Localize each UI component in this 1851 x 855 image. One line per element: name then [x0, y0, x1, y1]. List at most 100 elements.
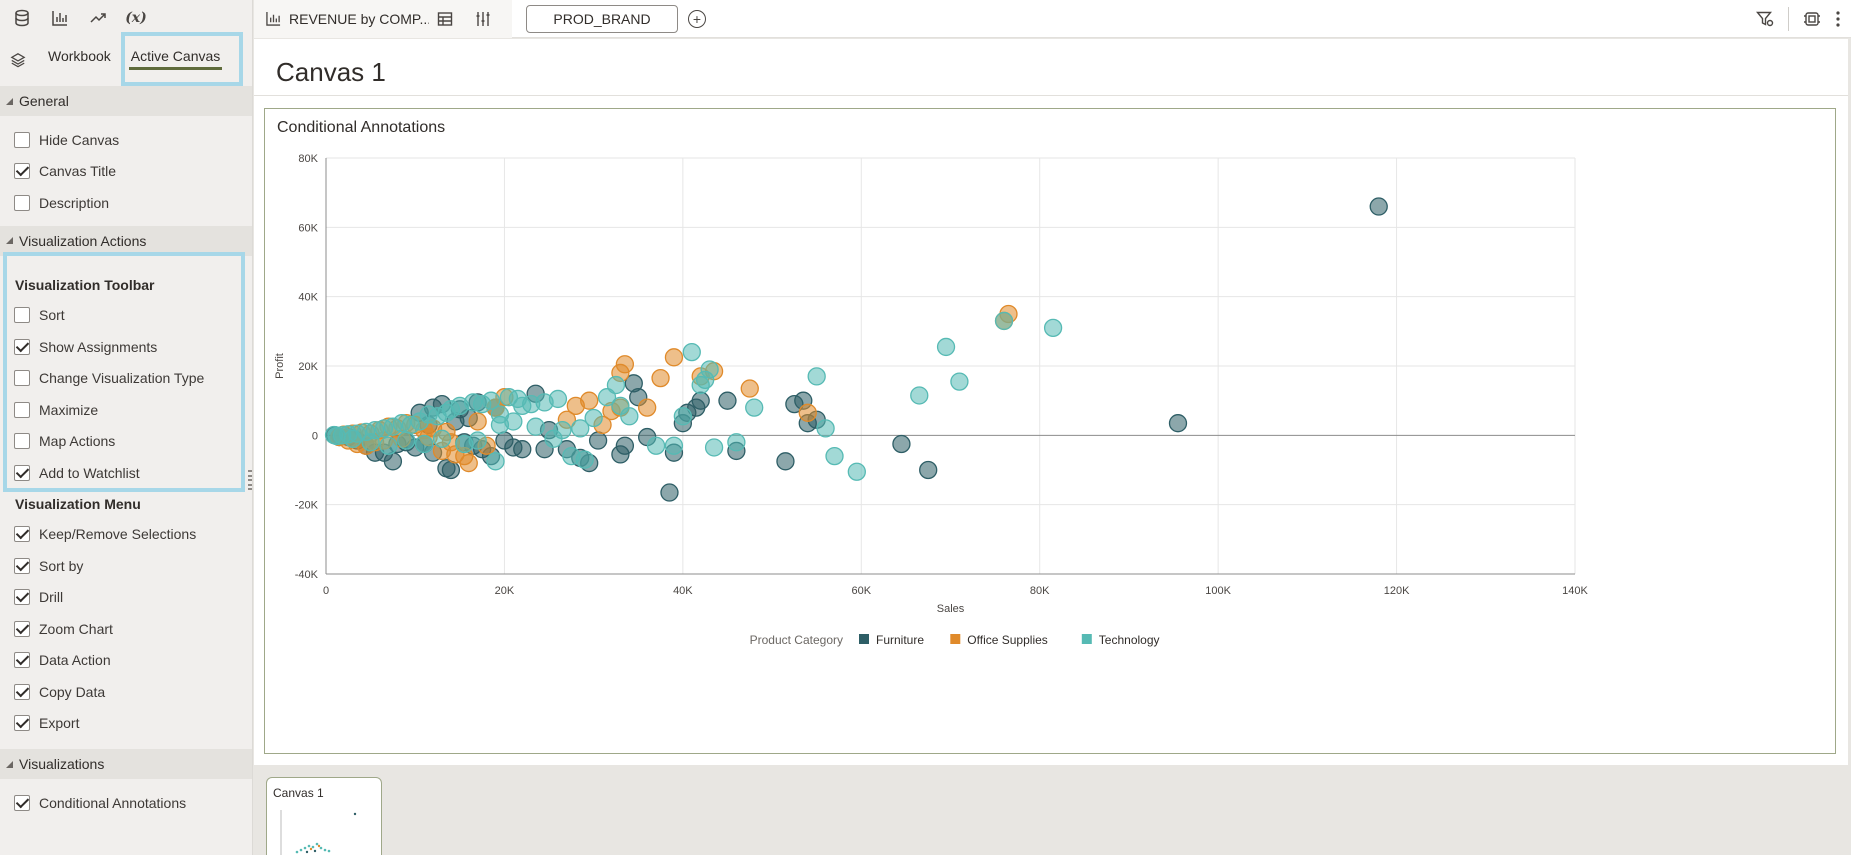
calculations-icon[interactable]: (x)	[125, 10, 147, 26]
checkbox[interactable]	[14, 526, 30, 543]
section-visualization-actions[interactable]: Visualization Actions	[0, 225, 252, 256]
scatter-point-furniture[interactable]	[776, 452, 795, 471]
scatter-point-technology[interactable]	[468, 431, 487, 450]
option-hide-canvas[interactable]: Hide Canvas	[14, 124, 252, 156]
scatter-point-technology[interactable]	[361, 433, 380, 452]
scatter-point-technology[interactable]	[673, 407, 693, 426]
scatter-point-furniture[interactable]	[624, 374, 643, 393]
scatter-point-technology[interactable]	[397, 431, 416, 450]
checkbox[interactable]	[14, 401, 30, 418]
legend-entry[interactable]: Technology	[1099, 633, 1160, 647]
option-show-assignments[interactable]: Show Assignments	[14, 331, 252, 363]
table-view-icon[interactable]	[437, 11, 453, 27]
scatter-point-furniture[interactable]	[718, 391, 737, 410]
scatter-point-technology[interactable]	[486, 452, 505, 471]
scatter-point-office-supplies[interactable]	[651, 368, 670, 388]
scatter-point-technology[interactable]	[597, 388, 617, 407]
scatter-point-technology[interactable]	[414, 434, 434, 454]
checkbox[interactable]	[14, 338, 30, 355]
option-keep-remove-selections[interactable]: Keep/Remove Selections	[14, 519, 252, 551]
scatter-point-office-supplies[interactable]	[566, 396, 585, 416]
data-icon[interactable]	[10, 6, 34, 30]
checkbox[interactable]	[14, 163, 30, 180]
scatter-point-technology[interactable]	[562, 446, 581, 466]
scatter-point-technology[interactable]	[432, 429, 452, 448]
checkbox[interactable]	[14, 370, 30, 387]
scatter-point-furniture[interactable]	[611, 445, 630, 464]
scatter-chart[interactable]: 0 20K 40K 60K 80K 100K 120K 140K 80K 60K 40K 20K 0 -2…	[265, 109, 1837, 755]
checkbox[interactable]	[14, 557, 30, 574]
scatter-point-technology[interactable]	[343, 429, 362, 448]
scatter-point-furniture[interactable]	[785, 394, 804, 414]
option-data-action[interactable]: Data Action	[14, 645, 252, 677]
scatter-point-furniture[interactable]	[495, 431, 514, 450]
scatter-point-furniture[interactable]	[588, 431, 608, 450]
scatter-point-technology[interactable]	[825, 446, 844, 466]
checkbox[interactable]	[14, 683, 30, 700]
checkbox[interactable]	[14, 464, 30, 481]
scatter-point-technology[interactable]	[584, 408, 603, 428]
option-map-actions[interactable]: Map Actions	[14, 426, 252, 458]
scatter-point-furniture[interactable]	[1369, 197, 1388, 216]
tab-active-canvas[interactable]: Active Canvas	[121, 36, 230, 76]
option-change-visualization-type[interactable]: Change Visualization Type	[14, 363, 252, 395]
section-general[interactable]: General	[0, 86, 252, 116]
scatter-point-technology[interactable]	[324, 425, 344, 445]
scatter-point-technology[interactable]	[571, 419, 590, 438]
scatter-point-furniture[interactable]	[919, 460, 938, 480]
checkbox[interactable]	[14, 194, 30, 211]
scatter-point-office-supplies[interactable]	[798, 403, 817, 422]
scatter-point-technology[interactable]	[950, 372, 969, 391]
checkbox[interactable]	[14, 131, 30, 148]
scatter-point-technology[interactable]	[606, 375, 626, 395]
checkbox[interactable]	[14, 589, 30, 606]
scatter-point-office-supplies[interactable]	[664, 348, 684, 367]
checkbox[interactable]	[14, 620, 30, 637]
properties-sliders-icon[interactable]	[475, 11, 491, 27]
option-zoom-chart[interactable]: Zoom Chart	[14, 613, 252, 645]
scatter-point-technology[interactable]	[910, 386, 929, 405]
scatter-point-office-supplies[interactable]	[638, 398, 657, 417]
scatter-point-technology[interactable]	[379, 436, 398, 455]
option-sort[interactable]: Sort	[14, 300, 252, 332]
filter-pill-prod-brand[interactable]: PROD_BRAND	[526, 4, 678, 33]
scatter-point-office-supplies[interactable]	[740, 379, 759, 398]
canvas-thumbnail[interactable]: Canvas 1	[266, 777, 382, 855]
option-drill[interactable]: Drill	[14, 582, 252, 614]
scatter-point-technology[interactable]	[646, 436, 666, 455]
scatter-point-technology[interactable]	[504, 412, 523, 431]
analytics-icon[interactable]	[86, 6, 110, 30]
scatter-point-technology[interactable]	[727, 433, 746, 452]
checkbox[interactable]	[14, 652, 30, 669]
scatter-point-technology[interactable]	[936, 337, 956, 357]
visualization-frame[interactable]: Conditional Annotations 0 20K 40K 60K 80K 100…	[264, 108, 1836, 754]
scatter-point-technology[interactable]	[682, 342, 701, 362]
scatter-point-technology[interactable]	[994, 311, 1014, 331]
scatter-point-technology[interactable]	[704, 438, 724, 457]
scatter-point-furniture[interactable]	[660, 483, 679, 502]
scatter-point-office-supplies[interactable]	[468, 412, 487, 431]
legend-entry[interactable]: Office Supplies	[967, 633, 1048, 647]
option-sort-by[interactable]: Sort by	[14, 550, 252, 582]
tab-workbook[interactable]: Workbook	[48, 48, 111, 64]
scatter-point-furniture[interactable]	[437, 459, 456, 478]
add-filter-icon[interactable]: +	[688, 9, 706, 28]
scatter-point-technology[interactable]	[807, 367, 826, 386]
visualization-tab[interactable]: REVENUE by COMP...	[254, 0, 512, 38]
visualizations-icon[interactable]	[48, 6, 72, 30]
scatter-point-technology[interactable]	[664, 436, 684, 455]
scatter-point-technology[interactable]	[847, 462, 866, 481]
panel-splitter-handle[interactable]	[248, 470, 252, 490]
scatter-point-technology[interactable]	[816, 419, 835, 438]
scatter-point-furniture[interactable]	[892, 434, 911, 454]
more-options-icon[interactable]	[1835, 10, 1841, 28]
option-maximize[interactable]: Maximize	[14, 394, 252, 426]
layers-icon[interactable]	[10, 44, 32, 76]
option-add-to-watchlist[interactable]: Add to Watchlist	[14, 457, 252, 489]
section-visualizations[interactable]: Visualizations	[0, 749, 252, 779]
developer-options-icon[interactable]	[1803, 10, 1821, 28]
scatter-point-technology[interactable]	[745, 398, 764, 417]
checkbox[interactable]	[14, 307, 30, 324]
checkbox[interactable]	[14, 794, 30, 811]
scatter-point-furniture[interactable]	[1168, 414, 1188, 433]
